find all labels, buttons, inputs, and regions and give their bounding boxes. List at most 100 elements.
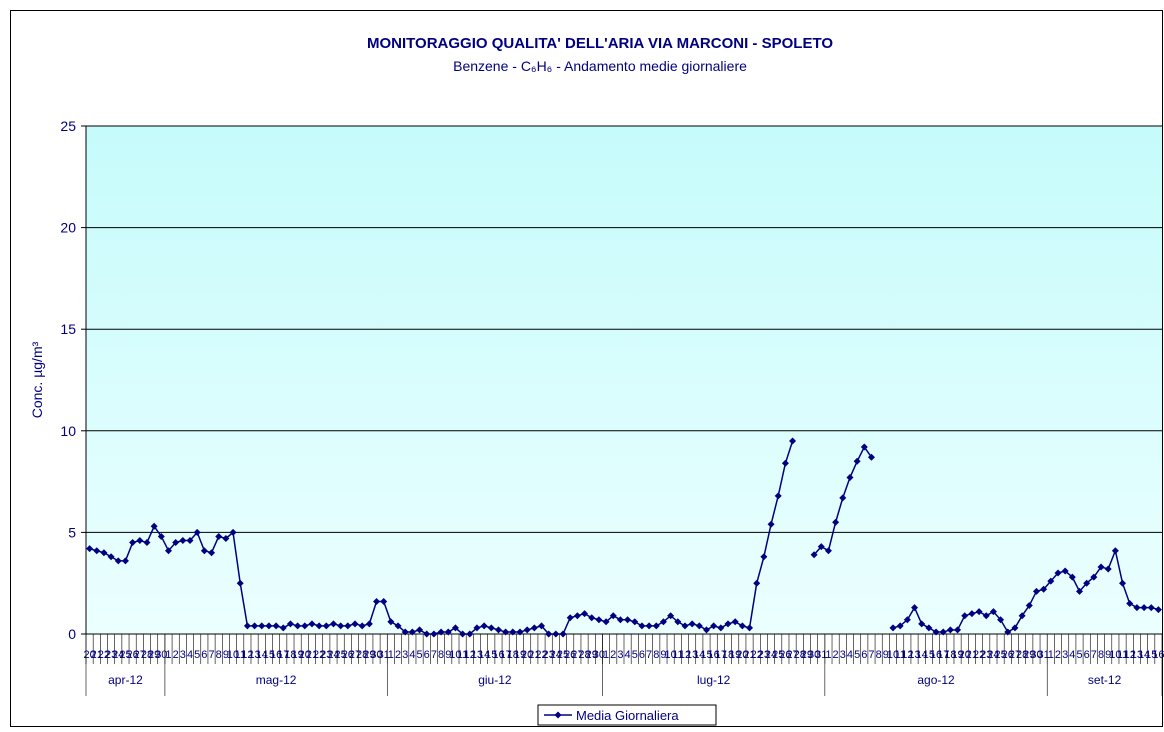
point: [315, 622, 323, 630]
x-tick-label: 6: [201, 649, 207, 661]
x-tick-label: 12: [241, 649, 253, 661]
point: [1147, 604, 1155, 612]
point: [1004, 628, 1012, 636]
point: [121, 557, 129, 565]
x-tick-label: 17: [937, 649, 949, 661]
x-tick-label: 11: [235, 649, 246, 661]
x-tick-label: 3: [840, 649, 846, 661]
x-tick-label: 14: [478, 649, 490, 661]
x-tick-label: 4: [187, 649, 193, 661]
point: [674, 618, 682, 626]
point: [516, 628, 524, 636]
point: [724, 620, 732, 628]
point: [394, 622, 402, 630]
x-tick-label: 14: [916, 649, 928, 661]
point: [824, 547, 832, 555]
point: [1083, 579, 1091, 587]
point: [609, 612, 617, 620]
point: [566, 614, 574, 622]
x-tick-label: 22: [751, 649, 763, 661]
point: [1140, 604, 1148, 612]
point: [1126, 600, 1134, 608]
x-tick-label: 31: [378, 649, 390, 661]
point: [322, 622, 330, 630]
x-tick-label: 10: [227, 649, 239, 661]
month-label: mag-12: [256, 673, 297, 687]
point: [1025, 602, 1033, 610]
point: [93, 547, 101, 555]
x-tick-label: 21: [743, 649, 755, 661]
point: [373, 597, 381, 605]
point: [1104, 565, 1112, 573]
x-tick-label: 20: [83, 649, 95, 661]
month-label: lug-12: [697, 673, 731, 687]
point: [502, 628, 510, 636]
x-tick-label: 14: [693, 649, 705, 661]
x-tick-label: 27: [571, 649, 583, 661]
x-tick-label: 10: [449, 649, 461, 661]
x-tick-label: 28: [1016, 649, 1028, 661]
x-tick-label: 10: [665, 649, 677, 661]
chart-title: MONITORAGGIO QUALITA' DELL'ARIA VIA MARC…: [367, 35, 833, 52]
point: [1076, 587, 1084, 595]
x-tick-label: 15: [485, 649, 497, 661]
x-tick-label: 9: [883, 649, 889, 661]
x-tick-label: 18: [507, 649, 519, 661]
x-tick-label: 30: [1030, 649, 1042, 661]
point: [903, 616, 911, 624]
y-tick-label: 25: [60, 118, 76, 134]
x-tick-label: 4: [1069, 649, 1075, 661]
point: [459, 630, 467, 638]
point: [738, 622, 746, 630]
x-tick-label: 19: [291, 649, 303, 661]
x-tick-label: 13: [471, 649, 483, 661]
x-tick-label: 23: [320, 649, 332, 661]
x-tick-label: 5: [854, 649, 860, 661]
x-tick-label: 26: [127, 649, 139, 661]
point: [265, 622, 273, 630]
point: [975, 608, 983, 616]
x-tick-label: 11: [894, 649, 905, 661]
point: [939, 628, 947, 636]
x-tick-label: 28: [356, 649, 368, 661]
x-tick-label: 5: [194, 649, 200, 661]
point: [437, 628, 445, 636]
y-tick-label: 0: [68, 626, 76, 642]
point: [308, 620, 316, 628]
point: [695, 622, 703, 630]
point: [552, 630, 560, 638]
x-tick-label: 14: [256, 649, 268, 661]
x-tick-label: 29: [148, 649, 160, 661]
point: [710, 622, 718, 630]
x-tick-label: 7: [431, 649, 437, 661]
point: [380, 597, 388, 605]
legend-box: [537, 704, 717, 726]
x-tick-label: 8: [653, 649, 659, 661]
x-tick-label: 24: [765, 649, 777, 661]
point: [767, 520, 775, 528]
x-tick-label: 3: [617, 649, 623, 661]
point: [911, 604, 919, 612]
point: [982, 612, 990, 620]
x-tick-label: 10: [887, 649, 899, 661]
x-tick-label: 13: [248, 649, 260, 661]
point: [301, 622, 309, 630]
point: [236, 579, 244, 587]
x-tick-label: 21: [528, 649, 540, 661]
x-tick-label: 25: [772, 649, 784, 661]
point: [258, 622, 266, 630]
x-tick-label: 15: [700, 649, 712, 661]
point: [164, 547, 172, 555]
point: [631, 618, 639, 626]
x-tick-label: 5: [632, 649, 638, 661]
x-tick-label: 12: [901, 649, 913, 661]
point: [774, 492, 782, 500]
x-tick-label: 24: [327, 649, 339, 661]
x-tick-label: 3: [1062, 649, 1068, 661]
x-tick-label: 30: [370, 649, 382, 661]
x-tick-label: 20: [736, 649, 748, 661]
x-tick-label: 15: [263, 649, 275, 661]
point: [961, 612, 969, 620]
point: [1032, 587, 1040, 595]
point: [688, 620, 696, 628]
